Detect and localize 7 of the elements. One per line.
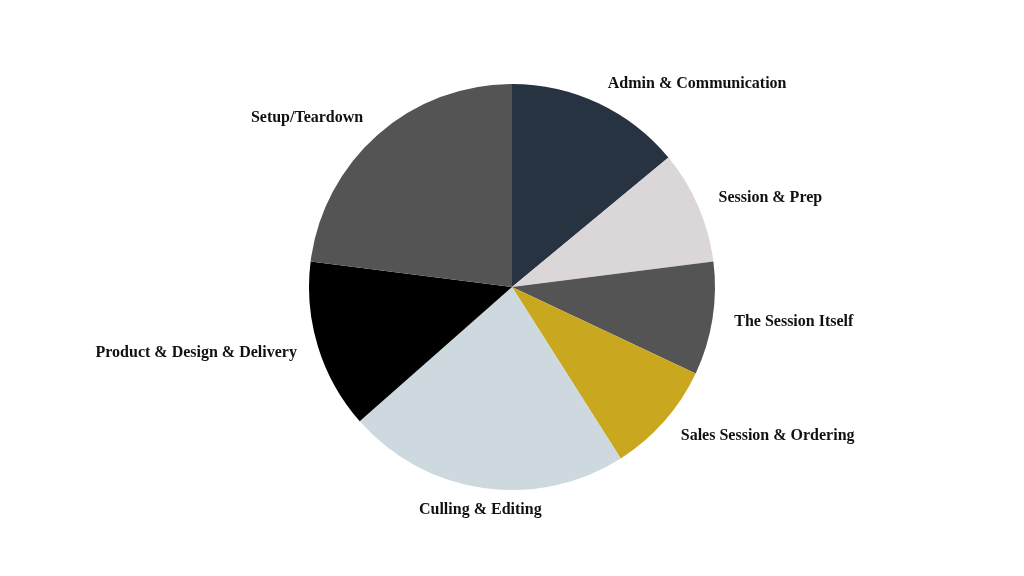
slice-label: Culling & Editing (418, 499, 542, 518)
slice-label: Sales Session & Ordering (680, 425, 855, 444)
slice-label: Admin & Communication (607, 73, 787, 91)
slice-label: Session & Prep (718, 187, 823, 206)
slice-label: The Session Itself (734, 312, 855, 330)
slice-label: Setup/Teardown (250, 108, 364, 127)
slice-label: Product & Design & Delivery (95, 343, 297, 362)
